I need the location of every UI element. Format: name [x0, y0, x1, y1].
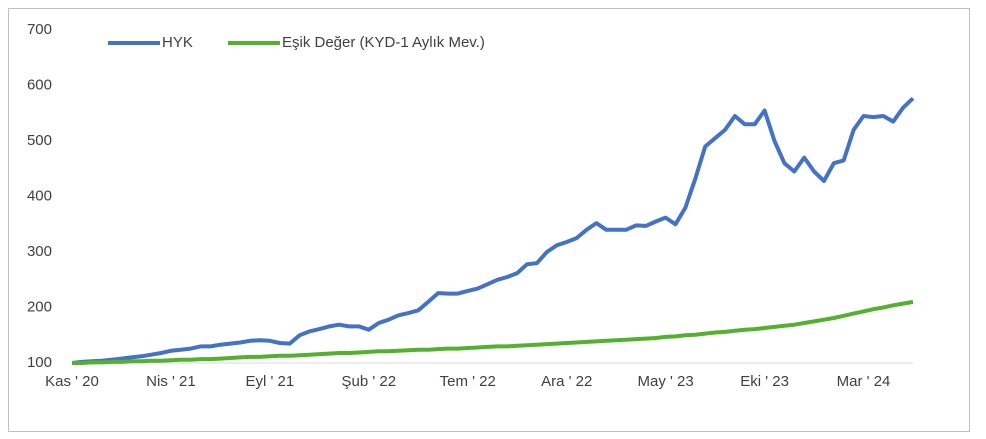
y-tick-label: 100 — [27, 354, 52, 371]
x-tick-label: Kas ' 20 — [45, 373, 99, 390]
x-tick-label: Nis ' 21 — [146, 373, 196, 390]
line-series — [71, 96, 915, 365]
x-tick-label: Mar ' 24 — [837, 373, 891, 390]
y-tick-label: 500 — [27, 132, 52, 149]
y-tick-label: 200 — [27, 298, 52, 315]
y-tick-label: 600 — [27, 76, 52, 93]
x-tick-label: Eyl ' 21 — [246, 373, 295, 390]
x-tick-label: Tem ' 22 — [440, 373, 496, 390]
y-tick-label: 400 — [27, 187, 52, 204]
line-series — [72, 299, 914, 365]
x-tick-label: Ara ' 22 — [541, 373, 592, 390]
x-tick-label: Eki ' 23 — [740, 373, 789, 390]
y-tick-label: 700 — [27, 21, 52, 38]
legend-label: Eşik Değer (KYD-1 Aylık Mev.) — [282, 34, 485, 51]
x-tick-label: May ' 23 — [638, 373, 694, 390]
y-tick-label: 300 — [27, 243, 52, 260]
x-tick-label: Şub ' 22 — [342, 373, 397, 390]
legend-label: HYK — [162, 34, 193, 51]
chart-frame — [8, 8, 970, 432]
